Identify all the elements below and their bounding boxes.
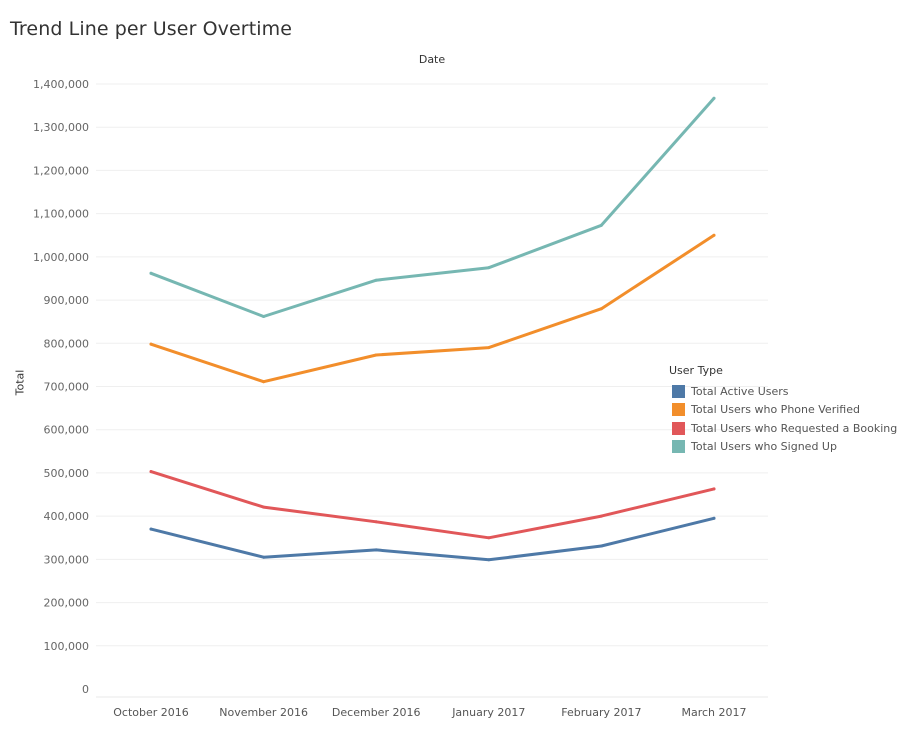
data-point[interactable] [149, 271, 153, 275]
series-1 [149, 516, 716, 562]
data-point[interactable] [599, 223, 603, 227]
legend-label: Total Users who Phone Verified [691, 403, 860, 417]
legend-label: Total Users who Requested a Booking [691, 421, 898, 435]
series-2 [149, 233, 716, 384]
x-tick-label: December 2016 [332, 706, 421, 719]
data-point[interactable] [712, 487, 716, 491]
series-line[interactable] [149, 96, 716, 318]
y-tick-label: 1,200,000 [33, 164, 89, 177]
legend-label: Total Active Users [691, 384, 789, 398]
y-tick-label: 600,000 [44, 424, 90, 437]
series-line[interactable] [149, 470, 716, 540]
legend-label: Total Users who Signed Up [691, 440, 837, 454]
x-axis-ticks: October 2016 November 2016 December 2016 Ja… [113, 706, 746, 719]
data-point[interactable] [712, 516, 716, 520]
legend-item[interactable]: Total Users who Requested a Booking [669, 419, 897, 438]
data-point[interactable] [712, 96, 716, 100]
data-point[interactable] [599, 544, 603, 548]
y-tick-label: 1,300,000 [33, 121, 89, 134]
data-point[interactable] [599, 514, 603, 518]
series-line[interactable] [149, 233, 716, 384]
legend-items: Total Active Users Total Users who Phone … [669, 382, 897, 456]
chart-title: Trend Line per User Overtime [10, 18, 293, 40]
y-tick-label: 400,000 [44, 510, 90, 523]
y-tick-label: 800,000 [44, 337, 90, 350]
y-tick-label: 100,000 [44, 640, 90, 653]
x-tick-label: January 2017 [451, 706, 525, 719]
y-tick-label: 500,000 [44, 467, 90, 480]
data-point[interactable] [374, 520, 378, 524]
x-tick-label: March 2017 [681, 706, 746, 719]
data-point[interactable] [262, 505, 266, 509]
data-point[interactable] [262, 314, 266, 318]
legend-swatch [672, 440, 685, 454]
legend-swatch [672, 403, 685, 417]
data-point[interactable] [487, 266, 491, 270]
legend-swatch [672, 384, 685, 398]
data-point[interactable] [712, 233, 716, 237]
data-point[interactable] [149, 470, 153, 474]
data-point[interactable] [487, 558, 491, 562]
x-tick-label: February 2017 [561, 706, 641, 719]
data-point[interactable] [149, 342, 153, 346]
x-axis-header: Date [418, 53, 446, 66]
data-point[interactable] [599, 307, 603, 311]
legend-item[interactable]: Total Users who Signed Up [669, 438, 897, 457]
data-point[interactable] [374, 278, 378, 282]
data-point[interactable] [374, 548, 378, 552]
y-axis-ticks: 0 100,000 200,000 300,000 400,000 500,000 600,… [33, 78, 89, 696]
legend-swatch [672, 421, 685, 435]
y-tick-label: 1,000,000 [33, 251, 89, 264]
y-tick-label: 0 [82, 683, 89, 696]
y-tick-label: 900,000 [44, 294, 90, 307]
y-tick-label: 700,000 [44, 381, 90, 394]
y-tick-label: 1,400,000 [33, 78, 89, 91]
legend-item[interactable]: Total Active Users [669, 382, 897, 401]
legend-title: User Type [669, 364, 723, 377]
x-tick-label: October 2016 [113, 706, 189, 719]
data-point[interactable] [487, 346, 491, 350]
grid-lines [96, 83, 768, 647]
legend-item[interactable]: Total Users who Phone Verified [669, 401, 897, 420]
data-point[interactable] [487, 536, 491, 540]
legend: User Type Total Active Users Total Users … [669, 364, 897, 456]
series-line[interactable] [149, 516, 716, 562]
data-point[interactable] [149, 527, 153, 531]
data-point[interactable] [374, 353, 378, 357]
series-3 [149, 470, 716, 540]
data-point[interactable] [262, 380, 266, 384]
x-tick-label: November 2016 [219, 706, 308, 719]
y-tick-label: 200,000 [44, 597, 90, 610]
series-lines [149, 96, 716, 562]
y-tick-label: 300,000 [44, 553, 90, 566]
data-point[interactable] [262, 555, 266, 559]
y-tick-label: 1,100,000 [33, 208, 89, 221]
series-4 [149, 96, 716, 318]
